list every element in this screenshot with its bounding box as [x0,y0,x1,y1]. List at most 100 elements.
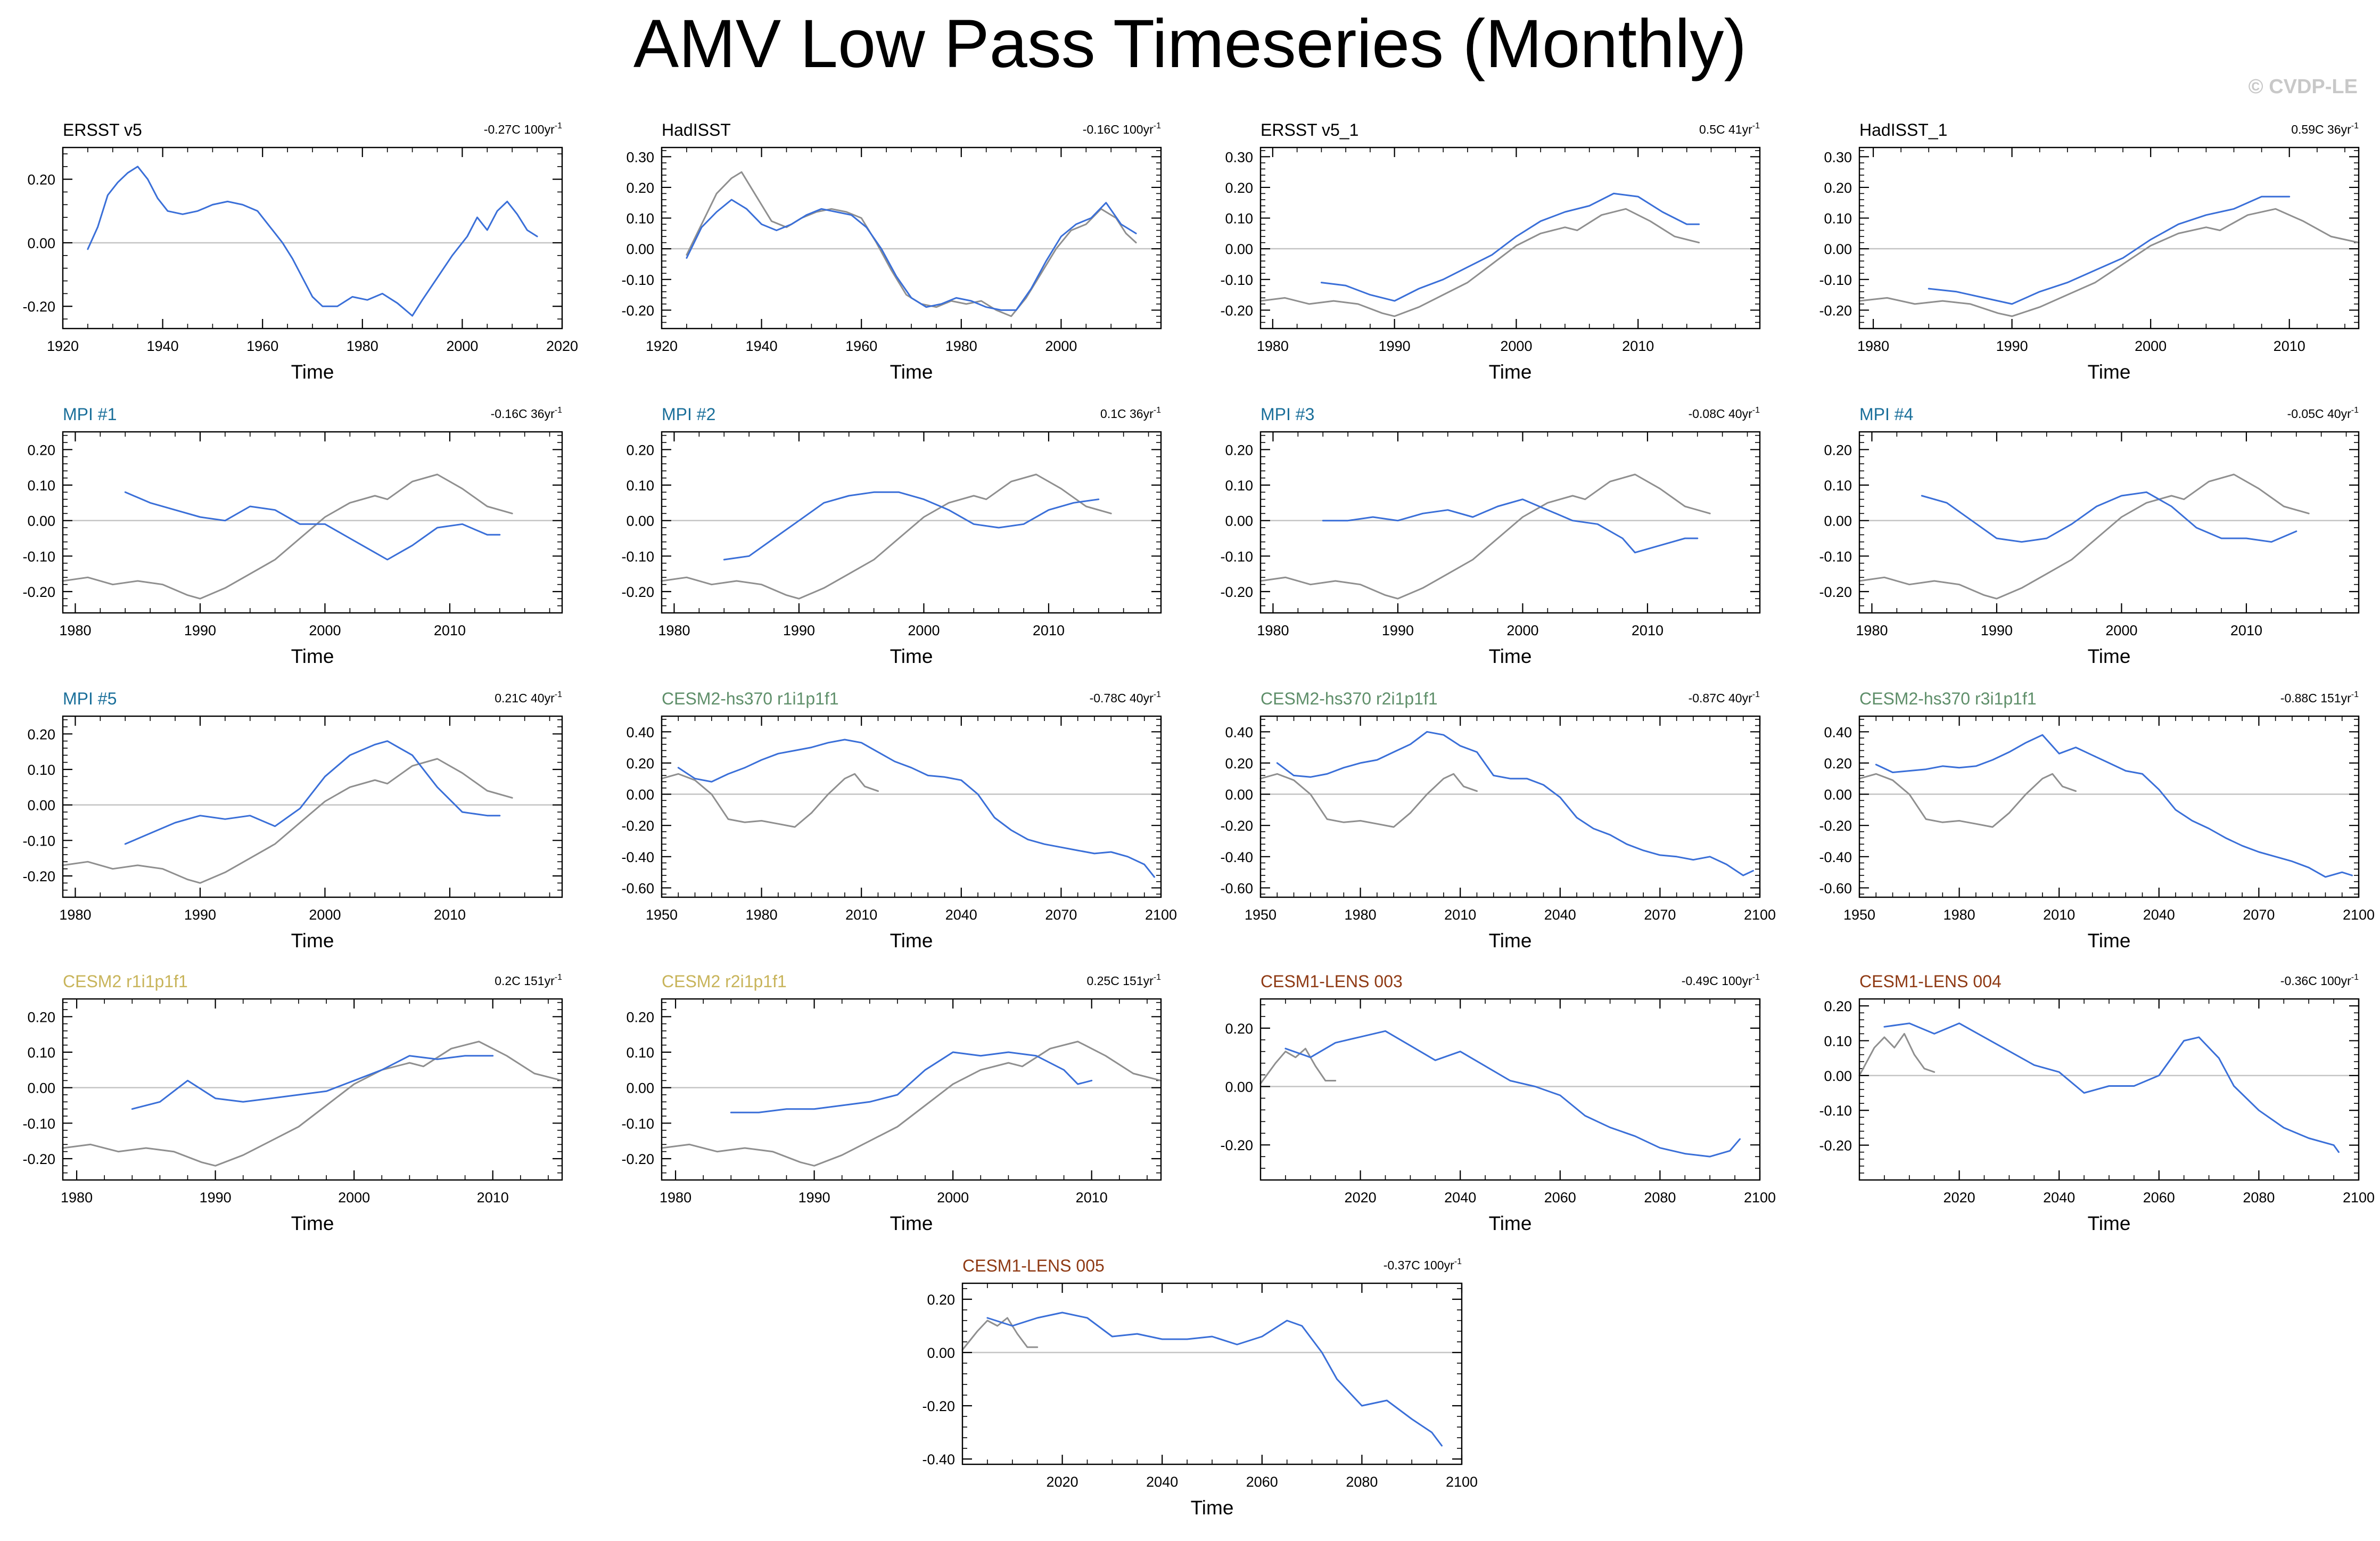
y-tick-label: 0.30 [1824,149,1852,165]
obs-series-line [1259,773,1478,828]
y-tick-label: -0.20 [22,868,55,884]
x-tick-label: 2000 [309,622,341,638]
y-tick-label: -0.20 [1819,818,1852,834]
plot-frame [661,998,1162,1181]
x-tick-label: 1980 [1943,907,1975,923]
y-tick-label: 0.20 [1824,756,1852,772]
x-axis-title: Time [291,1212,334,1234]
y-tick-label: 0.10 [1225,211,1253,227]
x-axis-title: Time [890,1212,933,1234]
trend-label: -0.78C 40yr-1 [1090,690,1162,705]
obs-series-line [661,473,1112,600]
x-tick-label: 2010 [434,907,466,923]
y-tick-label: 0.10 [27,762,55,778]
obs-series-line [1259,208,1700,317]
y-tick-label: 0.00 [1824,241,1852,257]
obs-series-line [1858,208,2360,317]
x-tick-label: 1980 [59,907,91,923]
y-tick-label: -0.20 [1819,302,1852,318]
y-tick-label: -0.10 [1220,272,1253,288]
y-tick-label: -0.40 [1220,849,1253,865]
model-series-line [124,740,501,845]
plot-frame [661,715,1162,898]
x-tick-label: 2010 [1632,622,1663,638]
x-tick-label: 1980 [1257,338,1289,354]
plot-frame [1259,431,1761,614]
y-tick-label: 0.20 [27,1009,55,1025]
x-tick-label: 1990 [184,907,216,923]
panel-title: CESM2-hs370 r3i1p1f1 [1859,689,2037,708]
x-tick-label: 2010 [434,622,466,638]
x-axis-title: Time [2088,361,2131,383]
x-tick-label: 2000 [309,907,341,923]
y-tick-label: 0.20 [27,172,55,188]
x-tick-label: 2000 [1045,338,1077,354]
y-tick-label: 0.00 [626,241,654,257]
x-tick-label: 1990 [1981,622,2013,638]
panel-14: 1980 1990 2000 2010 -0.20 -0.10 0.00 0.10 0.20 CE… [621,972,1162,1234]
model-series-line [1875,734,2353,878]
y-tick-label: 0.30 [626,149,654,165]
x-tick-label: 1960 [845,338,877,354]
x-tick-label: 2000 [937,1190,969,1206]
x-tick-label: 1950 [1245,907,1277,923]
y-tick-label: 0.00 [1225,513,1253,529]
trend-label: -0.37C 100yr-1 [1383,1257,1462,1272]
plot-frame [1259,715,1761,898]
panel-title: MPI #5 [63,689,117,708]
x-tick-label: 2000 [2105,622,2137,638]
y-tick-label: 0.00 [27,1080,55,1096]
y-tick-label: -0.10 [621,548,654,564]
x-tick-label: 2010 [2230,622,2262,638]
y-tick-label: -0.60 [621,880,654,896]
x-tick-label: 2010 [477,1190,509,1206]
y-tick-label: -0.10 [22,548,55,564]
x-axis-title: Time [291,361,334,383]
y-tick-label: 0.00 [27,513,55,529]
plot-frame [1858,431,2360,614]
y-tick-label: 0.20 [1824,442,1852,458]
obs-series-line [686,171,1137,317]
panel-1: 1920 1940 1960 1980 2000 2020 -0.20 0.00 0.20 ERS… [22,120,578,383]
y-tick-label: -0.40 [922,1452,955,1468]
y-tick-label: 0.10 [1824,1033,1852,1049]
x-axis-title: Time [2088,930,2131,952]
y-tick-label: 0.00 [927,1345,955,1361]
y-tick-label: -0.10 [1819,548,1852,564]
obs-series-line [62,473,513,600]
y-tick-label: 0.00 [1225,241,1253,257]
x-tick-label: 2060 [2143,1190,2175,1206]
x-tick-label: 1960 [246,338,278,354]
figure-title: AMV Low Pass Timeseries (Monthly) [633,6,1747,82]
plot-frame [62,998,563,1181]
y-tick-label: 0.10 [1824,478,1852,494]
y-tick-label: 0.00 [626,787,654,803]
x-axis-title: Time [1489,361,1532,383]
trend-label: -0.05C 40yr-1 [2287,406,2359,421]
x-tick-label: 1990 [1382,622,1414,638]
x-axis-title: Time [890,645,933,667]
plot-frame [62,715,563,898]
panel-17: 2020 2040 2060 2080 2100 -0.40 -0.20 0.00 0.20 CE… [922,1256,1478,1519]
x-axis-title: Time [890,930,933,952]
x-tick-label: 2060 [1246,1474,1278,1490]
y-tick-label: -0.20 [1220,302,1253,318]
panel-7: 1980 1990 2000 2010 -0.20 -0.10 0.00 0.10 0.20 MP… [1220,405,1761,667]
y-tick-label: -0.10 [621,272,654,288]
panel-title: CESM1-LENS 005 [962,1256,1105,1275]
x-tick-label: 1980 [1257,622,1289,638]
panel-title: MPI #4 [1859,405,1913,424]
y-tick-label: 0.10 [1824,211,1852,227]
x-tick-label: 1980 [658,622,690,638]
panel-title: CESM2 r1i1p1f1 [63,972,188,991]
x-tick-label: 1950 [1843,907,1875,923]
x-axis-title: Time [1489,930,1532,952]
trend-label: -0.08C 40yr-1 [1689,406,1760,421]
panel-title: CESM1-LENS 003 [1261,972,1403,991]
x-tick-label: 2000 [908,622,940,638]
x-tick-label: 2100 [1446,1474,1478,1490]
x-tick-label: 2040 [1146,1474,1178,1490]
panel-title: HadISST [662,120,731,140]
y-tick-label: 0.20 [27,726,55,742]
obs-series-line [62,1040,563,1167]
